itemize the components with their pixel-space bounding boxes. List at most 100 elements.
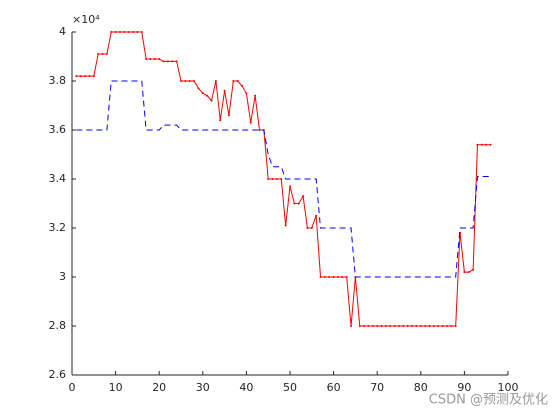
series-marker <box>380 325 383 327</box>
series-marker <box>402 325 405 327</box>
y-tick-label: 3.2 <box>49 221 67 234</box>
series-marker <box>445 325 448 327</box>
series-marker <box>297 202 300 205</box>
series-marker <box>419 325 422 327</box>
series-marker <box>428 325 431 327</box>
series-marker <box>424 325 427 327</box>
series-marker <box>254 94 257 97</box>
series-marker <box>206 94 209 97</box>
series-marker <box>105 53 108 56</box>
series-marker <box>306 227 309 229</box>
series-marker <box>227 114 230 117</box>
series-marker <box>411 325 414 327</box>
x-tick-label: 20 <box>152 381 166 394</box>
series-marker <box>489 143 492 146</box>
series-marker <box>363 325 366 327</box>
series-marker <box>127 31 130 33</box>
series-marker <box>132 31 135 33</box>
series-marker <box>101 53 104 56</box>
series-marker <box>79 75 82 78</box>
series-marker <box>188 80 191 82</box>
series-marker <box>371 325 374 327</box>
series-marker <box>376 325 379 327</box>
series-marker <box>450 325 453 327</box>
series-marker <box>245 92 248 95</box>
series-marker <box>210 99 213 102</box>
series-marker <box>201 92 204 95</box>
y-tick-label: 3.4 <box>49 172 67 185</box>
series-marker <box>214 80 217 82</box>
x-tick-label: 40 <box>239 381 253 394</box>
series-marker <box>454 325 457 327</box>
series-line <box>76 31 491 327</box>
y-tick-label: 3.8 <box>49 74 67 87</box>
series-marker <box>219 119 222 122</box>
series-marker <box>389 325 392 327</box>
series-marker <box>193 80 196 82</box>
series-marker <box>332 276 335 278</box>
series-marker <box>284 224 287 227</box>
series-marker <box>441 325 444 327</box>
watermark: CSDN @预测及优化 <box>429 393 548 408</box>
y-tick-label: 3 <box>59 270 66 283</box>
series-marker <box>123 31 126 33</box>
series-marker <box>310 227 313 229</box>
series-marker <box>384 325 387 327</box>
series-marker <box>136 31 139 33</box>
series-marker <box>249 121 252 124</box>
series-marker <box>88 75 91 78</box>
y-tick-label: 2.8 <box>49 319 67 332</box>
series-marker <box>75 75 78 78</box>
series-marker <box>485 143 488 146</box>
series-marker <box>140 31 143 33</box>
series-marker <box>180 80 182 82</box>
y-tick-label: 4 <box>59 25 66 38</box>
series-marker <box>145 57 148 60</box>
series-marker <box>118 31 121 33</box>
x-tick-label: 0 <box>69 381 76 394</box>
series-marker <box>149 57 152 60</box>
series-marker <box>472 268 475 271</box>
series-marker <box>467 271 470 274</box>
y-tick-label: 3.6 <box>49 123 67 136</box>
series-marker <box>97 53 100 56</box>
series-marker <box>293 202 296 205</box>
x-tick-label: 90 <box>457 381 471 394</box>
series-marker <box>315 214 318 217</box>
series-marker <box>171 60 174 63</box>
series-marker <box>271 178 274 180</box>
series-marker <box>463 271 466 274</box>
series-marker <box>358 325 361 327</box>
series-marker <box>232 80 235 82</box>
series-marker <box>236 80 239 82</box>
series-marker <box>437 325 440 327</box>
series-marker <box>480 143 483 146</box>
x-tick-label: 10 <box>109 381 123 394</box>
series-marker <box>323 276 326 278</box>
x-tick-label: 100 <box>498 381 519 394</box>
series-marker <box>341 276 344 278</box>
series-marker <box>114 31 117 33</box>
series-marker <box>393 325 396 327</box>
series-marker <box>350 325 353 327</box>
series-marker <box>302 195 305 198</box>
series-marker <box>289 185 291 188</box>
series-marker <box>241 84 244 87</box>
series-marker <box>223 89 226 92</box>
series-marker <box>328 276 331 278</box>
series-marker <box>267 178 270 180</box>
series-marker <box>345 276 348 278</box>
series-marker <box>92 75 95 78</box>
series-marker <box>319 276 322 278</box>
series-marker <box>258 129 261 131</box>
series-marker <box>406 325 409 327</box>
series-marker <box>280 178 283 180</box>
series-marker <box>166 60 169 63</box>
x-tick-label: 60 <box>327 381 341 394</box>
series-line <box>76 80 491 278</box>
x-tick-label: 80 <box>414 381 428 394</box>
series-marker <box>476 143 479 146</box>
series-marker <box>432 325 435 327</box>
x-tick-label: 30 <box>196 381 210 394</box>
